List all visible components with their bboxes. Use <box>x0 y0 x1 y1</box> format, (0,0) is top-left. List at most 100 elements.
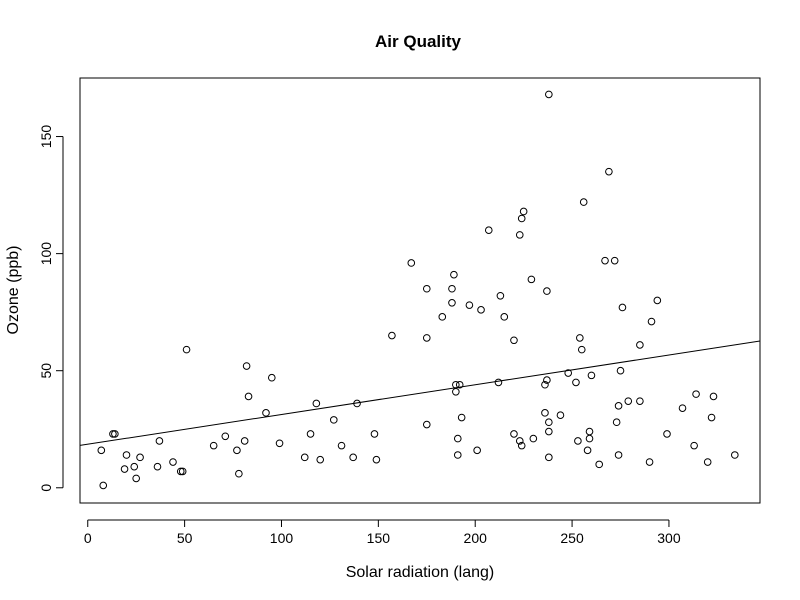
data-point <box>473 446 481 455</box>
data-point <box>453 451 462 459</box>
data-point <box>579 198 588 206</box>
data-point <box>510 336 518 345</box>
data-point <box>636 341 644 349</box>
x-axis: 0 50 100 150 200 250 300 <box>84 519 681 546</box>
data-point <box>388 331 396 340</box>
data-point <box>605 167 613 176</box>
data-point <box>636 397 644 405</box>
data-point <box>496 291 505 300</box>
data-point <box>577 345 586 354</box>
data-point <box>235 469 243 478</box>
data-point <box>132 474 140 483</box>
y-tick-label: 100 <box>38 242 54 266</box>
data-point <box>209 441 218 450</box>
data-point <box>614 451 623 459</box>
y-tick-label: 150 <box>38 125 54 149</box>
data-point <box>583 446 592 455</box>
data-point <box>624 397 633 405</box>
data-point <box>178 467 187 476</box>
data-point <box>176 467 185 476</box>
data-point <box>155 437 164 445</box>
data-point <box>300 453 309 462</box>
data-point <box>529 434 538 443</box>
data-point <box>545 418 553 427</box>
data-point <box>510 430 518 438</box>
data-point <box>500 313 509 321</box>
x-tick-label: 100 <box>270 530 294 546</box>
data-point <box>541 380 549 389</box>
data-point <box>370 430 379 438</box>
data-point <box>455 380 464 389</box>
data-point <box>647 317 656 326</box>
data-point <box>703 458 712 466</box>
data-point <box>233 446 241 455</box>
trend-line-group <box>79 340 761 446</box>
data-point <box>545 453 553 462</box>
data-point <box>169 458 177 466</box>
data-point <box>349 453 357 462</box>
data-point <box>618 303 627 312</box>
data-point <box>515 231 524 239</box>
data-point <box>585 434 594 443</box>
data-points <box>97 90 739 490</box>
data-point <box>457 413 466 422</box>
data-point <box>452 387 460 396</box>
x-axis-label: Solar radiation (lang) <box>346 564 495 581</box>
data-point <box>519 207 528 216</box>
data-point <box>572 378 580 387</box>
data-point <box>337 441 346 450</box>
y-axis: 0 50 100 150 <box>38 125 64 492</box>
data-point <box>545 90 553 99</box>
data-point <box>477 306 485 314</box>
data-point <box>244 392 253 401</box>
data-point <box>543 287 551 295</box>
data-point <box>663 430 671 438</box>
y-axis-label: Ozone (ppb) <box>5 246 22 335</box>
data-point <box>545 427 553 436</box>
data-point <box>275 439 284 448</box>
data-point <box>240 437 249 445</box>
data-point <box>422 284 431 293</box>
y-tick-label: 50 <box>38 363 54 379</box>
data-point <box>556 411 565 419</box>
data-point <box>130 462 139 471</box>
data-point <box>564 369 573 377</box>
data-point <box>329 416 338 424</box>
data-point <box>422 334 431 342</box>
data-point <box>707 413 716 422</box>
data-point <box>587 371 596 380</box>
data-point <box>690 441 698 450</box>
data-point <box>541 409 549 417</box>
data-point <box>111 430 119 438</box>
data-point <box>517 214 526 223</box>
data-point <box>267 373 276 382</box>
data-point <box>576 334 584 342</box>
data-point <box>136 453 144 462</box>
data-point <box>465 301 474 309</box>
data-point <box>221 432 230 441</box>
data-point <box>527 275 536 284</box>
data-point <box>153 462 162 471</box>
data-point <box>422 420 431 429</box>
data-point <box>448 284 456 293</box>
data-point <box>450 270 458 279</box>
data-point <box>494 378 503 387</box>
data-point <box>610 256 619 265</box>
plot-frame <box>79 77 761 504</box>
data-point <box>120 465 129 473</box>
data-point <box>692 390 700 398</box>
x-tick-label: 300 <box>657 530 681 546</box>
data-point <box>543 376 551 384</box>
data-point <box>574 437 582 445</box>
trend-line <box>79 340 761 446</box>
data-point <box>616 366 625 375</box>
data-point <box>306 430 315 438</box>
data-point <box>242 362 251 370</box>
data-point <box>97 446 106 455</box>
data-point <box>653 296 662 305</box>
data-point <box>645 458 654 466</box>
data-point <box>484 226 493 235</box>
data-point <box>614 402 623 410</box>
x-tick-label: 150 <box>367 530 391 546</box>
